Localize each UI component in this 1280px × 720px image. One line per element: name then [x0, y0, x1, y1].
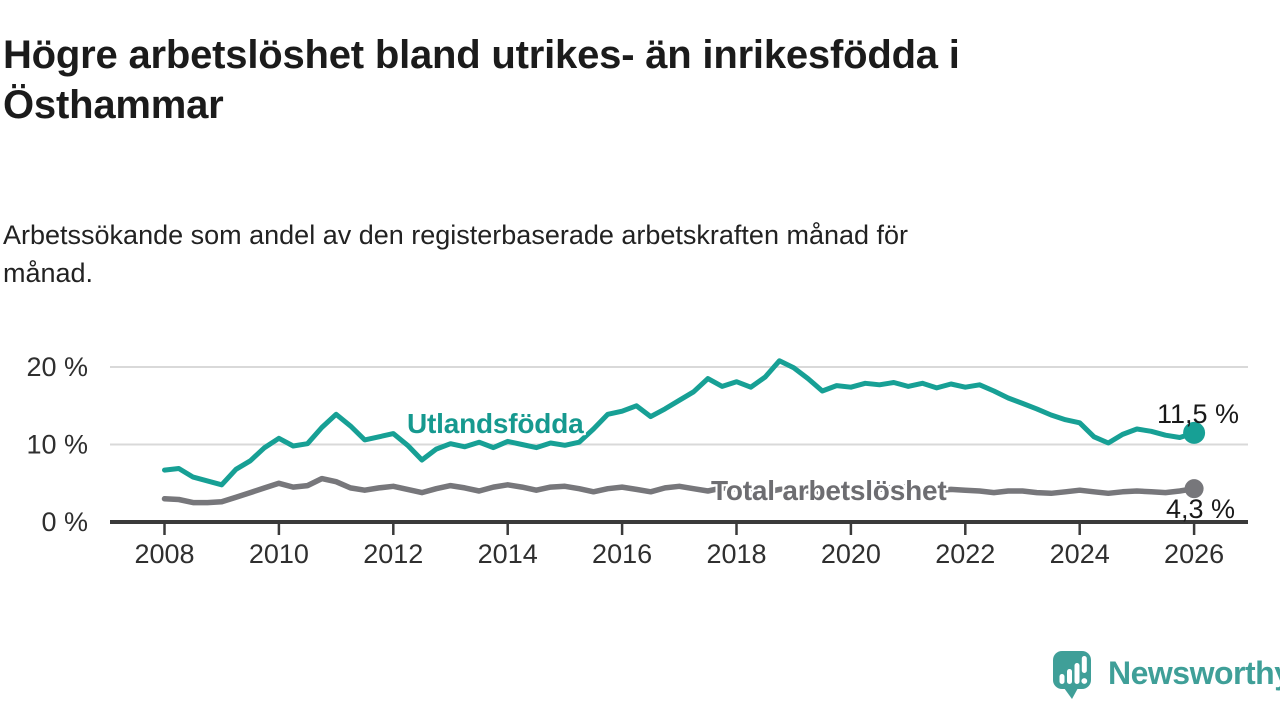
brand-name: Newsworthy	[1108, 655, 1280, 691]
x-tick-label: 2024	[1050, 539, 1110, 569]
x-tick-label: 2014	[478, 539, 538, 569]
page-title: Högre arbetslöshet bland utrikes- än inr…	[3, 33, 960, 127]
series-line-utlandsfodda	[162, 358, 1197, 488]
x-tick-label: 2008	[134, 539, 194, 569]
series-line-total	[161, 475, 1197, 506]
newsworthy-logo-icon	[1053, 651, 1091, 699]
brand-footer: Newsworthy	[1052, 650, 1280, 702]
y-tick-label: 0 %	[41, 507, 88, 537]
end-value-label-utlandsfodda: 11,5 %	[1157, 399, 1240, 429]
series-label-total-arbetsloshet: Total arbetslöshet	[711, 475, 947, 506]
end-dot-total	[1184, 479, 1204, 499]
x-tick-label: 2018	[706, 539, 766, 569]
x-tick-label: 2016	[592, 539, 652, 569]
line-chart: 0 %10 %20 %2008 2010 2012 2014 2016 2018 2020 2…	[26, 352, 1248, 569]
end-value-label-total: 4,3 %	[1166, 494, 1236, 524]
x-tick-label: 2010	[249, 539, 309, 569]
x-axis	[110, 520, 1248, 535]
y-tick-label: 10 %	[26, 430, 88, 460]
end-dot-utlandsfodda	[1183, 421, 1206, 444]
x-axis-labels: 2008 2010 2012 2014 2016 2018 2020 2022 2024 2026	[134, 539, 1224, 569]
x-tick-label: 2022	[935, 539, 995, 569]
gridlines	[110, 366, 1248, 446]
y-axis-labels: 0 % 10 % 20 %	[26, 352, 88, 537]
page-subtitle: Arbetssökande som andel av den registerb…	[3, 220, 909, 288]
y-tick-label: 20 %	[26, 352, 88, 382]
x-tick-label: 2012	[363, 539, 423, 569]
series-label-utlandsfodda: Utlandsfödda	[407, 408, 584, 439]
x-tick-label: 2020	[821, 539, 881, 569]
x-tick-label: 2026	[1164, 539, 1224, 569]
